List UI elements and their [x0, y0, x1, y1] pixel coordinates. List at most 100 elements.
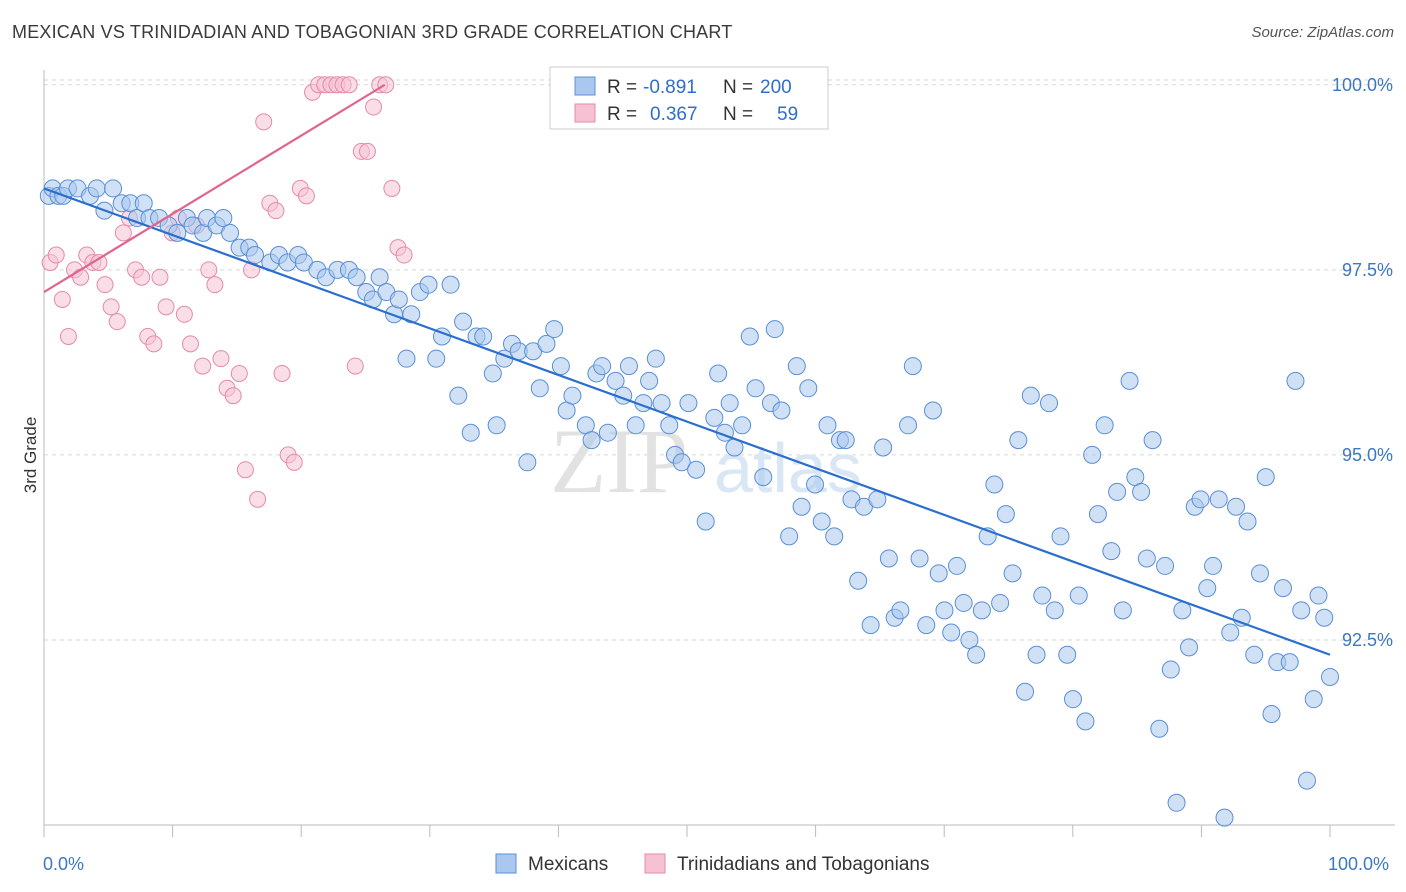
trinidadian-point — [267, 202, 285, 220]
legend-swatch-trinidadians — [574, 103, 596, 123]
mexican-point — [709, 364, 728, 383]
mexican-point — [991, 593, 1010, 612]
trinidadian-point — [395, 246, 413, 264]
mexican-point — [1095, 416, 1114, 435]
mexican-point — [733, 416, 752, 435]
mexican-point — [780, 527, 799, 546]
bottom-legend-swatch-mexicans — [495, 853, 517, 874]
mexican-point — [640, 371, 659, 390]
mexican-point — [754, 468, 773, 487]
mexican-point — [427, 349, 446, 368]
trinidadian-point — [96, 276, 114, 294]
top-legend-box — [549, 66, 829, 130]
legend-swatch-mexicans — [574, 76, 596, 96]
mexican-point — [1088, 505, 1107, 524]
trinidadian-point — [236, 461, 254, 479]
mexican-point — [449, 386, 468, 405]
mexican-point — [598, 423, 617, 442]
mexican-point — [1262, 704, 1281, 723]
mexican-point — [582, 431, 601, 450]
mexican-point — [1256, 468, 1275, 487]
mexican-point — [972, 601, 991, 620]
mexican-point — [679, 394, 698, 413]
mexican-point — [652, 394, 671, 413]
trinidadian-point — [108, 313, 126, 331]
mexican-point — [849, 571, 868, 590]
mexican-point — [923, 401, 942, 420]
trinidadian-point — [175, 305, 193, 323]
mexican-point — [812, 512, 831, 531]
mexican-point — [1227, 497, 1246, 516]
mexican-point — [1221, 623, 1240, 642]
trinidadian-point — [273, 364, 291, 382]
legend-n-value-1: 59 — [777, 104, 798, 125]
mexican-point — [1274, 579, 1293, 598]
trinidadian-point — [102, 298, 120, 316]
mexican-point — [1009, 431, 1028, 450]
mexican-point — [1315, 608, 1334, 627]
mexican-point — [563, 386, 582, 405]
mexican-point — [1204, 556, 1223, 575]
mexican-point — [910, 549, 929, 568]
trinidadian-point — [181, 335, 199, 353]
mexican-point — [746, 379, 765, 398]
chart-source: Source: ZipAtlas.com — [1251, 24, 1394, 41]
mexican-point — [1076, 712, 1095, 731]
mexican-point — [1083, 445, 1102, 464]
mexican-point — [1238, 512, 1257, 531]
trinidadian-point — [365, 98, 383, 116]
mexican-point — [1304, 690, 1323, 709]
mexican-point — [646, 349, 665, 368]
mexican-point — [1156, 556, 1175, 575]
mexican-point — [1113, 601, 1132, 620]
mexican-point — [899, 416, 918, 435]
mexican-point — [474, 327, 493, 346]
mexican-point — [942, 623, 961, 642]
y-tick-label: 97.5% — [1342, 260, 1393, 280]
legend-n-value-0: 200 — [760, 77, 792, 98]
mexican-point — [740, 327, 759, 346]
mexican-point — [593, 357, 612, 376]
x-tick-label-min: 0.0% — [43, 854, 84, 874]
top-legend: R = -0.891 N = 200 R = 0.367 N = 59 — [549, 66, 829, 130]
trinidadian-point — [151, 268, 169, 286]
mexican-point — [461, 423, 480, 442]
legend-n-label-1: N = — [723, 104, 753, 125]
mexican-point — [1215, 808, 1234, 827]
mexican-point — [626, 416, 645, 435]
mexican-point — [245, 246, 264, 265]
mexican-point — [818, 416, 837, 435]
trinidadian-point — [377, 76, 395, 94]
trinidadian-point — [285, 453, 303, 471]
mexican-point — [1150, 719, 1169, 738]
mexican-point — [1003, 564, 1022, 583]
trinidadian-point — [249, 490, 267, 508]
bottom-legend: Mexicans Trinidadians and Tobagonians — [495, 853, 929, 875]
mexican-point — [1033, 586, 1052, 605]
trinidadian-point — [114, 224, 132, 242]
mexican-point — [1102, 542, 1121, 561]
mexican-point — [370, 268, 389, 287]
mexican-point — [874, 438, 893, 457]
mexican-point — [619, 357, 638, 376]
mexican-point — [483, 364, 502, 383]
mexican-point — [687, 460, 706, 479]
mexican-point — [1245, 645, 1264, 664]
mexican-point — [454, 312, 473, 331]
mexican-point — [87, 179, 106, 198]
trinidadian-point — [200, 261, 218, 279]
legend-r-value-1: 0.367 — [650, 104, 698, 125]
mexican-point — [397, 349, 416, 368]
mexican-point — [903, 357, 922, 376]
trinidadian-point — [194, 357, 212, 375]
mexican-point — [347, 268, 366, 287]
y-tick-label: 92.5% — [1342, 630, 1393, 650]
trinidadian-point — [145, 335, 163, 353]
mexican-points — [39, 179, 1339, 827]
mexican-point — [960, 630, 979, 649]
mexican-point — [787, 357, 806, 376]
mexican-point — [1292, 601, 1311, 620]
mexican-point — [606, 371, 625, 390]
mexican-point — [836, 431, 855, 450]
